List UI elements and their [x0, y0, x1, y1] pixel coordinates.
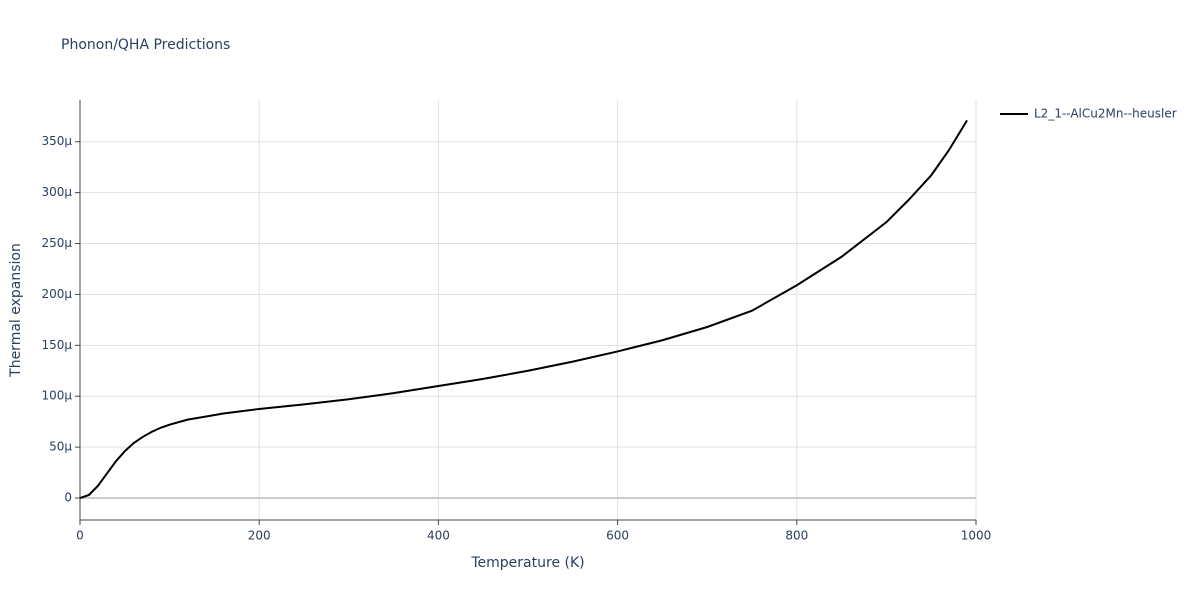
y-tick-label: 250μ [41, 236, 72, 250]
x-tick-label: 400 [427, 529, 450, 543]
x-axis-label: Temperature (K) [470, 555, 584, 571]
x-tick-label: 0 [76, 529, 84, 543]
y-tick-label: 100μ [41, 389, 72, 403]
y-tick-label: 150μ [41, 338, 72, 352]
y-tick-label: 0 [64, 491, 72, 505]
x-tick-label: 600 [606, 529, 629, 543]
x-tick-label: 200 [248, 529, 271, 543]
x-tick-label: 800 [785, 529, 808, 543]
x-tick-label: 1000 [961, 529, 992, 543]
line [79, 119, 968, 499]
y-tick-label: 200μ [41, 287, 72, 301]
y-axis-label: Thermal expansion [8, 243, 24, 378]
y-tick-label: 50μ [49, 440, 72, 454]
y-tick-label: 350μ [41, 134, 72, 148]
chart-title: Phonon/QHA Predictions [61, 37, 230, 53]
legend-label: L2_1--AlCu2Mn--heusler [1034, 107, 1177, 121]
y-tick-label: 300μ [41, 185, 72, 199]
